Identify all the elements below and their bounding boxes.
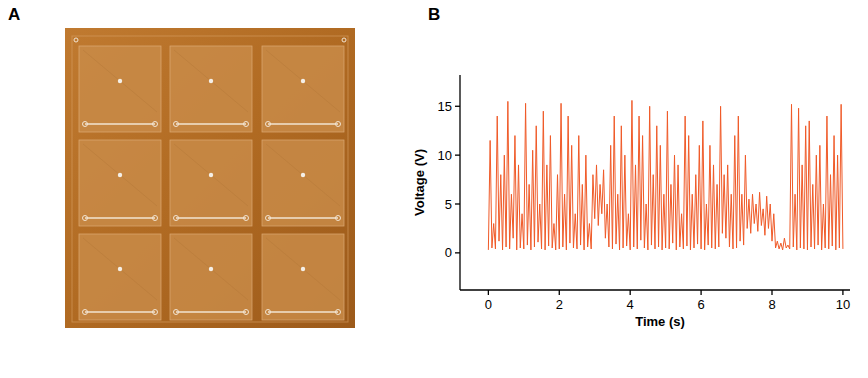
- lead-pad: [83, 216, 88, 221]
- lead-pad: [336, 216, 341, 221]
- lead-pad: [83, 122, 88, 127]
- x-axis: [460, 289, 850, 290]
- electrode-cell: [262, 46, 344, 132]
- cell-trace: [83, 144, 157, 206]
- substrate: [65, 28, 355, 328]
- lead-line: [268, 217, 338, 218]
- lead-pad: [174, 310, 179, 315]
- x-tick: [842, 290, 843, 295]
- lead-pad: [153, 310, 158, 315]
- cell-trace: [174, 144, 248, 206]
- lead-line: [176, 311, 246, 312]
- x-tick: [700, 290, 701, 295]
- lead-line: [85, 123, 155, 124]
- electrode-cell: [79, 140, 161, 226]
- plot-area: [488, 100, 843, 250]
- lead-pad: [244, 310, 249, 315]
- x-tick: [559, 290, 560, 295]
- x-tick-label: 6: [697, 297, 704, 312]
- lead-pad: [153, 216, 158, 221]
- contact-dot: [118, 173, 122, 177]
- contact-dot: [209, 267, 213, 271]
- voltage-line: [488, 100, 843, 250]
- panel-label: A: [8, 5, 20, 24]
- x-tick-label: 0: [485, 297, 492, 312]
- cell-trace: [174, 50, 248, 112]
- electrode-cell: [79, 234, 161, 320]
- lead-pad: [153, 122, 158, 127]
- y-tick: [455, 106, 460, 107]
- contact-dot: [118, 267, 122, 271]
- figure: A B 0 5 10 15 0 2 4 6 8 10 Time (s) Voltage (V): [0, 0, 868, 378]
- corner-pad: [74, 38, 78, 42]
- x-tick-label: 8: [768, 297, 775, 312]
- contact-dot: [301, 79, 305, 83]
- y-axis-title: Voltage (V): [412, 149, 427, 216]
- y-tick: [455, 203, 460, 204]
- lead-line: [176, 217, 246, 218]
- lead-pad: [266, 216, 271, 221]
- y-tick-label: 0: [445, 245, 452, 260]
- x-tick-label: 4: [627, 297, 634, 312]
- lead-line: [176, 123, 246, 124]
- cell-trace: [266, 50, 340, 112]
- x-tick: [771, 290, 772, 295]
- x-tick: [630, 290, 631, 295]
- y-tick: [455, 252, 460, 253]
- lead-line: [85, 217, 155, 218]
- contact-dot: [118, 79, 122, 83]
- electrode-cell: [79, 46, 161, 132]
- electrode-cell: [170, 46, 252, 132]
- x-axis-title: Time (s): [635, 314, 685, 329]
- lead-pad: [266, 122, 271, 127]
- contact-dot: [301, 267, 305, 271]
- cell-trace: [266, 238, 340, 300]
- y-tick-label: 5: [445, 197, 452, 212]
- lead-line: [268, 123, 338, 124]
- lead-pad: [83, 310, 88, 315]
- x-tick-label: 10: [836, 297, 850, 312]
- cell-trace: [174, 238, 248, 300]
- lead-pad: [244, 216, 249, 221]
- contact-dot: [301, 173, 305, 177]
- y-tick-label: 10: [438, 148, 452, 163]
- lead-pad: [336, 122, 341, 127]
- electrode-cell: [170, 140, 252, 226]
- corner-pad: [342, 38, 346, 42]
- y-tick: [455, 154, 460, 155]
- contact-dot: [209, 79, 213, 83]
- substrate-edge: [72, 36, 348, 322]
- lead-pad: [266, 310, 271, 315]
- contact-dot: [209, 173, 213, 177]
- lead-line: [85, 311, 155, 312]
- lead-pad: [174, 122, 179, 127]
- x-tick-label: 2: [556, 297, 563, 312]
- cell-trace: [83, 238, 157, 300]
- electrode-cell: [262, 234, 344, 320]
- device-photo: [65, 28, 355, 328]
- y-tick-label: 15: [438, 99, 452, 114]
- panel-label: B: [428, 5, 440, 24]
- electrode-cell: [170, 234, 252, 320]
- electrode-cell: [262, 140, 344, 226]
- lead-pad: [244, 122, 249, 127]
- lead-pad: [336, 310, 341, 315]
- y-axis: [459, 75, 460, 290]
- cell-trace: [266, 144, 340, 206]
- lead-pad: [174, 216, 179, 221]
- lead-line: [268, 311, 338, 312]
- x-tick: [488, 290, 489, 295]
- cell-trace: [83, 50, 157, 112]
